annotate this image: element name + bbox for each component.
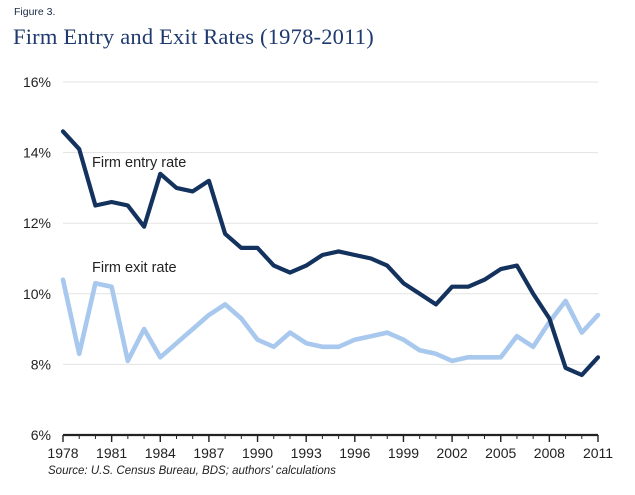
- exit-rate-line: [60, 277, 601, 364]
- x-tick-label: 1993: [291, 445, 322, 461]
- y-tick-label: 6%: [31, 427, 51, 443]
- x-tick-label: 2005: [485, 445, 516, 461]
- y-tick-label: 12%: [23, 215, 51, 231]
- series-annotations: Firm entry rate Firm exit rate: [92, 155, 186, 276]
- figure-label: Figure 3.: [14, 6, 56, 18]
- x-tick-label: 1996: [339, 445, 370, 461]
- y-tick-label: 14%: [23, 145, 51, 161]
- x-tick-label: 1984: [145, 445, 176, 461]
- y-tick-label: 10%: [23, 286, 51, 302]
- exit-series-label: Firm exit rate: [92, 260, 177, 276]
- chart-title: Firm Entry and Exit Rates (1978-2011): [13, 24, 374, 49]
- x-tick-label: 1990: [242, 445, 273, 461]
- x-tick-label: 1999: [388, 445, 419, 461]
- axes: 6% 8% 10% 12% 14% 16% 1978 1981 1984 1987 1990 1993…: [23, 74, 613, 461]
- x-tick-label: 1987: [193, 445, 224, 461]
- y-tick-label: 16%: [23, 74, 51, 90]
- y-tick-label: 8%: [31, 356, 51, 372]
- x-tick-label: 2008: [534, 445, 565, 461]
- x-tick-label: 1978: [47, 445, 78, 461]
- x-tick-label: 2011: [583, 445, 613, 461]
- entry-series-label: Firm entry rate: [92, 155, 186, 171]
- gridlines: [63, 81, 598, 365]
- x-tick-label: 1981: [96, 445, 127, 461]
- source-note: Source: U.S. Census Bureau, BDS; authors…: [48, 465, 336, 477]
- entry-rate-line: [60, 129, 601, 378]
- x-tick-label: 2002: [437, 445, 468, 461]
- series-lines: [60, 129, 601, 378]
